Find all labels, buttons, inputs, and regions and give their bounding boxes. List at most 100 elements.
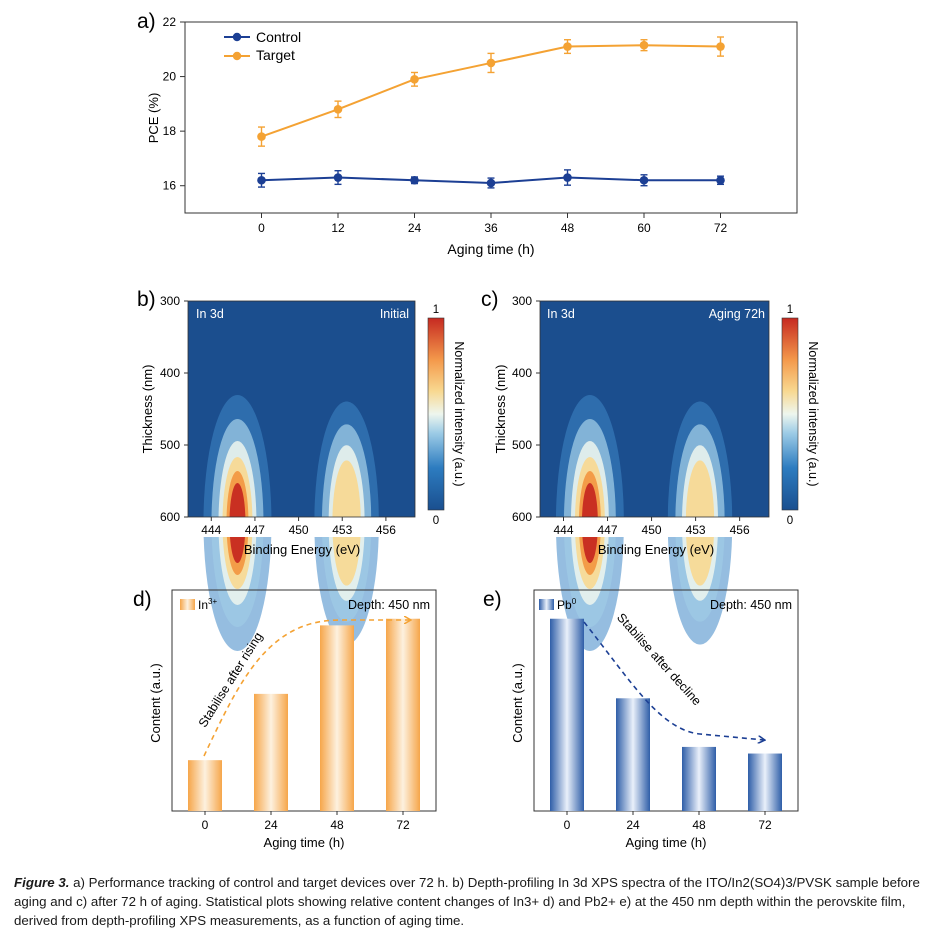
panel-d-frame — [171, 589, 437, 812]
panel-b-colorbar-label: Normalized intensity (a.u.) — [452, 341, 466, 486]
panel-b-letter: b) — [137, 288, 156, 311]
panel-e-ylabel: Content (a.u.) — [510, 663, 525, 743]
panel-c-x-tick-label: 453 — [686, 523, 706, 537]
panel-a-x-tick-label: 36 — [484, 221, 498, 235]
panel-c-y-tick-label: 500 — [512, 438, 532, 452]
panel-c-colorbar — [781, 317, 799, 511]
panel-c-heatmap: c) In 3d Aging 72h 444 447 450 453 456 300 400… — [481, 288, 820, 651]
caption-text: a) Performance tracking of control and t… — [14, 875, 920, 928]
panel-a-y-tick-label: 16 — [163, 179, 177, 193]
panel-a-x-tick-label: 48 — [561, 221, 575, 235]
point-target — [410, 75, 419, 84]
panel-c-letter: c) — [481, 288, 499, 311]
panel-c-y-tick-label: 300 — [512, 294, 532, 308]
panel-b-heatmap: b) In 3d Initial 444 447 450 453 456 300 400 50… — [137, 288, 466, 651]
panel-b-y-tick-label: 500 — [160, 438, 180, 452]
legend-target-label: Target — [256, 47, 295, 63]
panel-e-x-tick-label: 0 — [564, 818, 571, 832]
panel-e-bar-48 — [682, 746, 716, 811]
panel-e-bar-24 — [616, 698, 650, 811]
panel-d-bar-48 — [320, 625, 354, 811]
panel-c-plot-mask — [538, 517, 771, 537]
legend-target-marker — [232, 51, 242, 61]
panel-a-legend: Control Target — [224, 29, 301, 63]
figure-caption: Figure 3. a) Performance tracking of con… — [14, 873, 920, 930]
panel-e-xlabel: Aging time (h) — [626, 835, 707, 850]
panel-b-plot-mask — [186, 517, 417, 537]
panel-c-y-tick-label: 400 — [512, 366, 532, 380]
panel-a-ylabel: PCE (%) — [146, 93, 161, 144]
panel-b-colorbar-min: 0 — [433, 515, 439, 527]
panel-b-y-tick-label: 400 — [160, 366, 180, 380]
point-control — [333, 173, 343, 182]
panel-c-x-tick-label: 447 — [598, 523, 618, 537]
panel-d-trend-arrow — [203, 620, 410, 757]
panel-a-y-tick-label: 18 — [163, 124, 177, 138]
panel-a-x-tick-label: 72 — [714, 221, 728, 235]
panel-d-x-tick-label: 72 — [396, 818, 410, 832]
panel-b-y-tick-label: 300 — [160, 294, 180, 308]
panel-e-bar-0 — [550, 618, 584, 811]
panel-d-depth-label: Depth: 450 nm — [348, 598, 430, 612]
panel-e-frame — [533, 589, 799, 812]
panel-a-xlabel: Aging time (h) — [447, 241, 534, 257]
point-control — [257, 175, 266, 185]
panel-c-condition: Aging 72h — [709, 307, 765, 321]
panel-b-x-tick-label: 456 — [376, 523, 396, 537]
panel-d-bar-72 — [386, 618, 420, 811]
point-target — [639, 40, 649, 50]
panel-b-x-tick-label: 453 — [332, 523, 352, 537]
panel-b-colorbar — [427, 317, 445, 511]
panel-e-legend-label: Pb0 — [557, 597, 577, 612]
panel-c-plot-frame — [539, 300, 770, 518]
point-control — [716, 175, 725, 185]
panel-c-colorbar-min: 0 — [787, 515, 793, 527]
panel-b-inner-label: In 3d — [196, 307, 224, 321]
panel-b-xlabel: Binding Energy (eV) — [244, 542, 360, 557]
point-target — [257, 132, 266, 141]
panel-c-inner-label: In 3d — [547, 307, 575, 321]
panel-d-ylabel: Content (a.u.) — [148, 663, 163, 743]
point-control — [563, 173, 572, 182]
panel-c-y-tick-label: 600 — [512, 510, 532, 524]
point-control — [486, 178, 496, 188]
panel-b-x-tick-label: 447 — [245, 523, 265, 537]
panel-c-x-tick-label: 450 — [642, 523, 662, 537]
point-target — [333, 105, 343, 114]
legend-control-marker — [232, 32, 242, 42]
panel-d-bar-chart: d) 0 24 48 72 In3+ Depth: 450 nm Stabilise … — [133, 588, 437, 850]
point-control — [410, 175, 419, 185]
panel-d-legend-swatch — [180, 599, 195, 610]
point-target — [486, 58, 496, 68]
panel-d-xlabel: Aging time (h) — [264, 835, 345, 850]
panel-d-letter: d) — [133, 588, 152, 611]
panel-e-depth-label: Depth: 450 nm — [710, 598, 792, 612]
panel-d-bar-0 — [188, 760, 222, 811]
panel-a-y-tick-label: 20 — [163, 70, 177, 84]
panel-a-x-tick-label: 24 — [408, 221, 422, 235]
panel-b-y-tick-label: 600 — [160, 510, 180, 524]
panel-a-x-tick-label: 12 — [331, 221, 345, 235]
caption-label: Figure 3. — [14, 875, 70, 890]
panel-e-x-tick-label: 48 — [692, 818, 706, 832]
panel-d-legend-label: In3+ — [198, 597, 217, 612]
panel-e-letter: e) — [483, 588, 502, 611]
panel-e-bar-chart: e) 0 24 48 72 Pb0 Depth: 450 nm Stabilise a… — [483, 588, 799, 850]
panel-c-x-tick-label: 456 — [730, 523, 750, 537]
panel-a-letter: a) — [137, 10, 156, 33]
panel-b-condition: Initial — [380, 307, 409, 321]
panel-b-colorbar-max: 1 — [433, 304, 439, 316]
point-target — [716, 42, 725, 51]
panel-c-colorbar-max: 1 — [787, 304, 793, 316]
panel-d-x-tick-label: 24 — [264, 818, 278, 832]
panel-a-x-tick-label: 0 — [258, 221, 265, 235]
panel-d-x-tick-label: 48 — [330, 818, 344, 832]
panel-b-plot-frame — [187, 300, 416, 518]
point-control — [639, 175, 649, 185]
panel-b-x-tick-label: 450 — [289, 523, 309, 537]
point-target — [563, 42, 572, 51]
panel-b-ylabel: Thickness (nm) — [140, 365, 155, 454]
panel-c-xlabel: Binding Energy (eV) — [598, 542, 714, 557]
